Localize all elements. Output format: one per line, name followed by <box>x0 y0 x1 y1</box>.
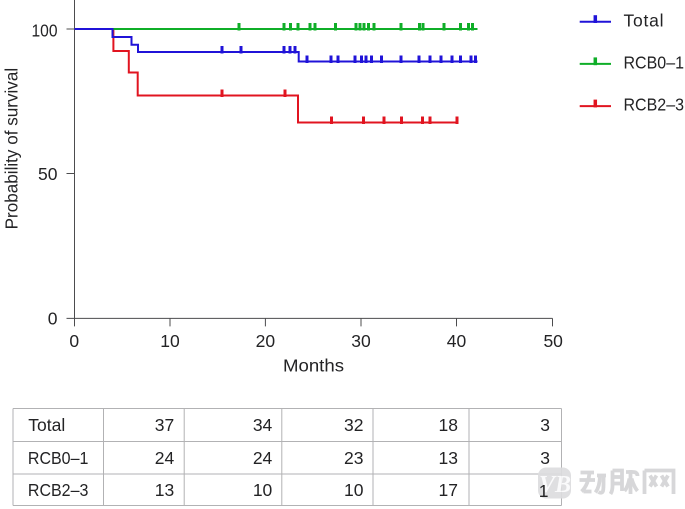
svg-text:24: 24 <box>253 448 273 468</box>
svg-text:13: 13 <box>155 480 174 500</box>
svg-text:24: 24 <box>155 448 175 468</box>
svg-text:17: 17 <box>439 480 458 500</box>
svg-text:50: 50 <box>38 164 58 184</box>
svg-text:RCB0–1: RCB0–1 <box>28 448 89 468</box>
svg-text:Months: Months <box>283 356 344 376</box>
svg-text:13: 13 <box>439 448 458 468</box>
svg-text:23: 23 <box>344 448 363 468</box>
svg-text:32: 32 <box>344 415 363 435</box>
svg-text:30: 30 <box>351 331 371 351</box>
svg-text:0: 0 <box>48 309 58 329</box>
svg-text:Total: Total <box>624 10 664 30</box>
svg-text:10: 10 <box>344 480 364 500</box>
svg-text:Probability of survival: Probability of survival <box>2 68 22 230</box>
svg-text:Total: Total <box>28 415 65 435</box>
svg-text:37: 37 <box>155 415 174 435</box>
svg-text:50: 50 <box>543 331 563 351</box>
svg-text:34: 34 <box>253 415 273 435</box>
svg-text:3: 3 <box>540 448 550 468</box>
svg-text:VB: VB <box>539 472 571 498</box>
svg-text:RCB2–3: RCB2–3 <box>624 95 685 115</box>
svg-text:40: 40 <box>447 331 467 351</box>
svg-text:18: 18 <box>439 415 458 435</box>
svg-text:20: 20 <box>256 331 276 351</box>
svg-text:3: 3 <box>540 415 550 435</box>
svg-text:100: 100 <box>32 20 58 40</box>
svg-text:1: 1 <box>539 481 549 501</box>
svg-text:RCB2–3: RCB2–3 <box>28 480 89 500</box>
svg-text:0: 0 <box>69 331 79 351</box>
svg-text:RCB0–1: RCB0–1 <box>624 53 685 73</box>
svg-text:10: 10 <box>253 480 273 500</box>
svg-text:10: 10 <box>160 331 180 351</box>
